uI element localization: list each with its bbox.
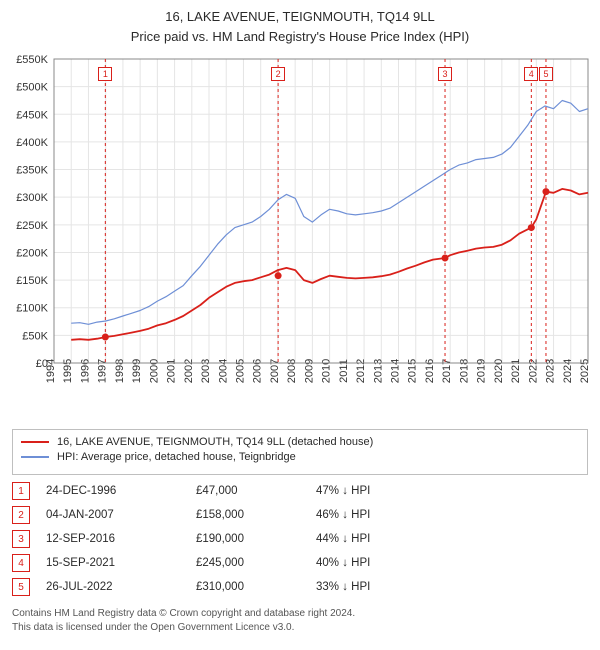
transaction-delta: 44% ↓ HPI (316, 533, 588, 545)
transaction-delta: 33% ↓ HPI (316, 581, 588, 593)
svg-text:2014: 2014 (390, 359, 402, 383)
svg-text:2010: 2010 (321, 359, 333, 383)
legend-swatch (21, 456, 49, 458)
transaction-price: £245,000 (196, 557, 316, 569)
transaction-badge: 3 (12, 530, 30, 548)
svg-text:2018: 2018 (458, 359, 470, 383)
table-row: 3 12-SEP-2016£190,00044% ↓ HPI (12, 527, 588, 551)
event-marker-label: 4 (524, 67, 538, 81)
event-marker-label: 5 (539, 67, 553, 81)
transaction-delta: 47% ↓ HPI (316, 485, 588, 497)
svg-text:£200K: £200K (16, 248, 48, 260)
svg-text:2002: 2002 (183, 359, 195, 383)
transaction-badge: 2 (12, 506, 30, 524)
svg-text:2017: 2017 (441, 359, 453, 383)
transaction-date: 24-DEC-1996 (46, 485, 196, 497)
svg-text:2007: 2007 (269, 359, 281, 383)
svg-text:2024: 2024 (562, 359, 574, 383)
svg-text:2020: 2020 (493, 359, 505, 383)
svg-text:2022: 2022 (527, 359, 539, 383)
svg-text:2023: 2023 (545, 359, 557, 383)
svg-text:£450K: £450K (16, 109, 48, 121)
title-block: 16, LAKE AVENUE, TEIGNMOUTH, TQ14 9LL Pr… (8, 8, 592, 45)
svg-text:2003: 2003 (200, 359, 212, 383)
svg-text:£150K: £150K (16, 275, 48, 287)
svg-text:£400K: £400K (16, 137, 48, 149)
svg-text:1997: 1997 (97, 359, 109, 383)
transaction-badge: 1 (12, 482, 30, 500)
svg-text:£50K: £50K (22, 330, 48, 342)
svg-text:1998: 1998 (114, 359, 126, 383)
transaction-date: 04-JAN-2007 (46, 509, 196, 521)
svg-text:£350K: £350K (16, 165, 48, 177)
svg-text:£100K: £100K (16, 303, 48, 315)
svg-text:2008: 2008 (286, 359, 298, 383)
legend-label: 16, LAKE AVENUE, TEIGNMOUTH, TQ14 9LL (d… (57, 436, 373, 448)
legend-row: 16, LAKE AVENUE, TEIGNMOUTH, TQ14 9LL (d… (21, 436, 579, 448)
chart-area: £0£50K£100K£150K£200K£250K£300K£350K£400… (8, 51, 592, 423)
transaction-price: £190,000 (196, 533, 316, 545)
table-row: 1 24-DEC-1996£47,00047% ↓ HPI (12, 479, 588, 503)
event-marker-label: 2 (271, 67, 285, 81)
svg-text:£500K: £500K (16, 82, 48, 94)
svg-text:2006: 2006 (252, 359, 264, 383)
svg-text:£250K: £250K (16, 220, 48, 232)
footnote: Contains HM Land Registry data © Crown c… (12, 607, 588, 634)
svg-text:1999: 1999 (131, 359, 143, 383)
svg-text:1996: 1996 (79, 359, 91, 383)
transaction-badge: 5 (12, 578, 30, 596)
transaction-badge: 4 (12, 554, 30, 572)
svg-text:2004: 2004 (217, 359, 229, 383)
svg-text:2016: 2016 (424, 359, 436, 383)
legend-label: HPI: Average price, detached house, Teig… (57, 451, 296, 463)
event-marker-label: 1 (98, 67, 112, 81)
svg-text:1994: 1994 (45, 359, 57, 383)
svg-text:2000: 2000 (148, 359, 160, 383)
svg-text:£550K: £550K (16, 54, 48, 66)
event-marker-label: 3 (438, 67, 452, 81)
transaction-delta: 46% ↓ HPI (316, 509, 588, 521)
table-row: 4 15-SEP-2021£245,00040% ↓ HPI (12, 551, 588, 575)
transaction-price: £310,000 (196, 581, 316, 593)
legend-swatch (21, 441, 49, 443)
legend-box: 16, LAKE AVENUE, TEIGNMOUTH, TQ14 9LL (d… (12, 429, 588, 475)
chart-container: 16, LAKE AVENUE, TEIGNMOUTH, TQ14 9LL Pr… (0, 0, 600, 650)
svg-text:2009: 2009 (303, 359, 315, 383)
transaction-date: 12-SEP-2016 (46, 533, 196, 545)
legend-row: HPI: Average price, detached house, Teig… (21, 451, 579, 463)
svg-text:£300K: £300K (16, 192, 48, 204)
svg-text:2015: 2015 (407, 359, 419, 383)
footnote-line: This data is licensed under the Open Gov… (12, 621, 588, 635)
title-subtitle: Price paid vs. HM Land Registry's House … (8, 28, 592, 46)
transaction-price: £47,000 (196, 485, 316, 497)
svg-text:2012: 2012 (355, 359, 367, 383)
svg-text:2001: 2001 (166, 359, 178, 383)
transaction-date: 15-SEP-2021 (46, 557, 196, 569)
svg-text:1995: 1995 (62, 359, 74, 383)
table-row: 2 04-JAN-2007£158,00046% ↓ HPI (12, 503, 588, 527)
svg-text:2013: 2013 (372, 359, 384, 383)
table-row: 5 26-JUL-2022£310,00033% ↓ HPI (12, 575, 588, 599)
svg-text:2025: 2025 (579, 359, 591, 383)
svg-text:2005: 2005 (234, 359, 246, 383)
svg-text:2019: 2019 (476, 359, 488, 383)
transaction-table: 1 24-DEC-1996£47,00047% ↓ HPI 2 04-JAN-2007… (12, 479, 588, 599)
transaction-date: 26-JUL-2022 (46, 581, 196, 593)
svg-text:2021: 2021 (510, 359, 522, 383)
line-chart-svg: £0£50K£100K£150K£200K£250K£300K£350K£400… (8, 51, 592, 423)
transaction-delta: 40% ↓ HPI (316, 557, 588, 569)
transaction-price: £158,000 (196, 509, 316, 521)
title-address: 16, LAKE AVENUE, TEIGNMOUTH, TQ14 9LL (8, 8, 592, 26)
footnote-line: Contains HM Land Registry data © Crown c… (12, 607, 588, 621)
